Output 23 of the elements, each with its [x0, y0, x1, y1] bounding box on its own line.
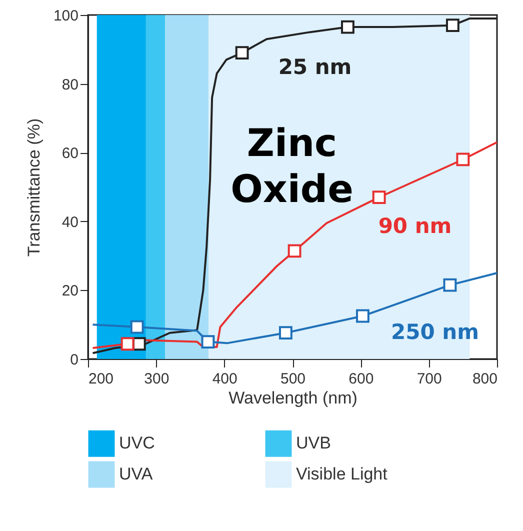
x-tick-label: 600	[348, 370, 374, 388]
legend-label: Visible Light	[296, 464, 388, 484]
series-label: 250 nm	[391, 320, 479, 344]
legend-label: UVC	[119, 434, 155, 453]
y-tick-label: 60	[62, 145, 78, 162]
legend-label: UVB	[296, 434, 331, 453]
x-tick-label: 500	[280, 370, 306, 388]
x-axis-title: Wavelength (nm)	[228, 388, 358, 408]
y-tick-label: 100	[53, 8, 78, 24]
y-tick-label: 80	[62, 76, 78, 94]
series-label: 90 nm	[378, 214, 452, 238]
legend-label: UVA	[119, 464, 154, 484]
y-tick-label: 20	[62, 282, 78, 300]
x-tick-label: 300	[144, 370, 170, 388]
y-tick-label: 40	[62, 214, 78, 231]
annotation: Zinc Oxide	[230, 121, 354, 211]
x-tick-label: 800	[472, 370, 498, 388]
y-tick-label: 0	[70, 352, 78, 368]
series-label: 25 nm	[278, 55, 352, 79]
y-axis-title: Transmittance (%)	[24, 118, 44, 257]
x-tick-label: 400	[212, 370, 238, 388]
x-tick-label: 200	[88, 370, 114, 388]
x-tick-label: 700	[416, 370, 442, 388]
